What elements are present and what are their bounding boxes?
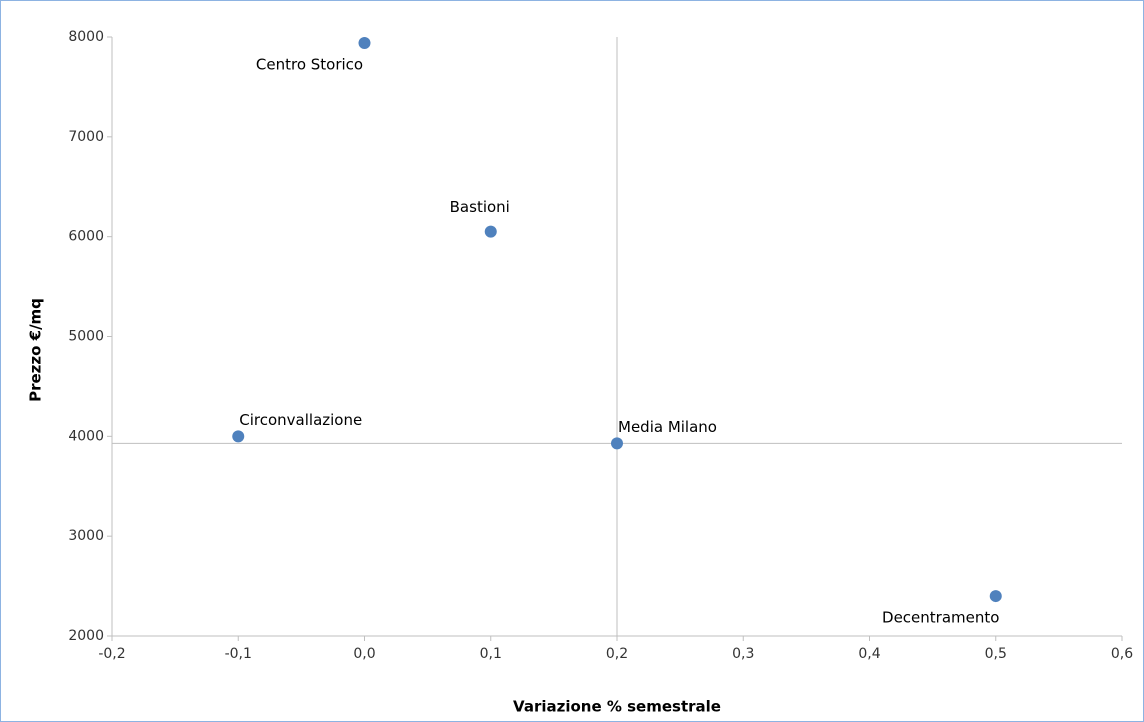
x-axis-title: Variazione % semestrale: [513, 698, 721, 716]
y-axis-title: Prezzo €/mq: [27, 298, 45, 402]
y-tick-label: 6000: [68, 229, 104, 245]
point-label: Centro Storico: [256, 55, 363, 73]
y-tick-label: 2000: [68, 628, 104, 644]
scatter-point: [358, 36, 371, 49]
point-label: Bastioni: [450, 198, 510, 216]
y-tick-label: 8000: [68, 29, 104, 45]
scatter-point: [611, 437, 623, 450]
point-label: Decentramento: [882, 609, 999, 627]
x-tick-label: 0,5: [985, 646, 1007, 662]
scatter-point: [989, 590, 1002, 603]
x-tick-label: 0,2: [606, 646, 628, 662]
point-label: Media Milano: [618, 418, 717, 436]
x-tick-label: -0,2: [98, 646, 125, 662]
x-tick-label: 0,3: [732, 646, 754, 662]
scatter-point: [232, 430, 245, 443]
y-tick-label: 7000: [68, 129, 104, 145]
x-tick-label: 0,1: [480, 646, 502, 662]
y-tick-label: 3000: [68, 528, 104, 544]
scatter-point: [484, 225, 497, 238]
x-tick-label: 0,0: [353, 646, 375, 662]
y-tick-label: 4000: [68, 428, 104, 444]
x-tick-label: 0,4: [858, 646, 880, 662]
x-tick-label: -0,1: [225, 646, 252, 662]
y-tick-label: 5000: [68, 329, 104, 345]
point-label: Circonvallazione: [239, 411, 362, 429]
x-tick-label: 0,6: [1111, 646, 1133, 662]
